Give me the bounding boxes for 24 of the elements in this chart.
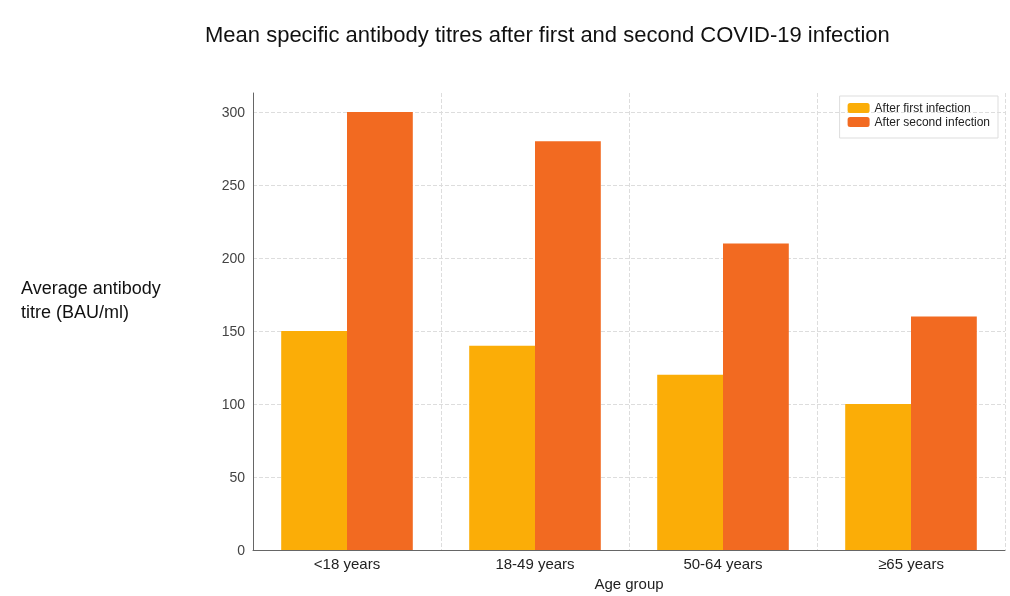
y-axis-title: Average antibody titre (BAU/ml): [21, 278, 166, 322]
chart-title: Mean specific antibody titres after first and second COVID-19 infection: [205, 21, 890, 47]
x-tick-label: <18 years: [313, 555, 381, 573]
x-tick-label: 18-49 years: [495, 555, 575, 573]
y-tick-label: 100: [221, 396, 246, 413]
legend-label: After first infection: [874, 101, 971, 115]
y-tick-label: 300: [221, 103, 246, 120]
bar: [469, 345, 535, 551]
bar: [657, 374, 723, 551]
y-tick-label: 50: [229, 469, 246, 486]
bar: [845, 404, 911, 551]
bar: [281, 331, 347, 551]
x-axis-title: Age group: [594, 575, 664, 592]
y-tick-label: 0: [237, 542, 246, 559]
bar: [535, 141, 601, 551]
bar: [347, 111, 413, 551]
y-tick-label: 150: [221, 323, 246, 340]
y-tick-label: 250: [221, 177, 246, 193]
y-tick-label: 200: [221, 250, 246, 267]
bar: [723, 243, 789, 551]
legend-label: After second infection: [874, 115, 991, 129]
x-tick-label: ≥65 years: [878, 555, 944, 573]
bar: [911, 316, 977, 551]
x-tick-label: 50-64 years: [683, 555, 763, 573]
